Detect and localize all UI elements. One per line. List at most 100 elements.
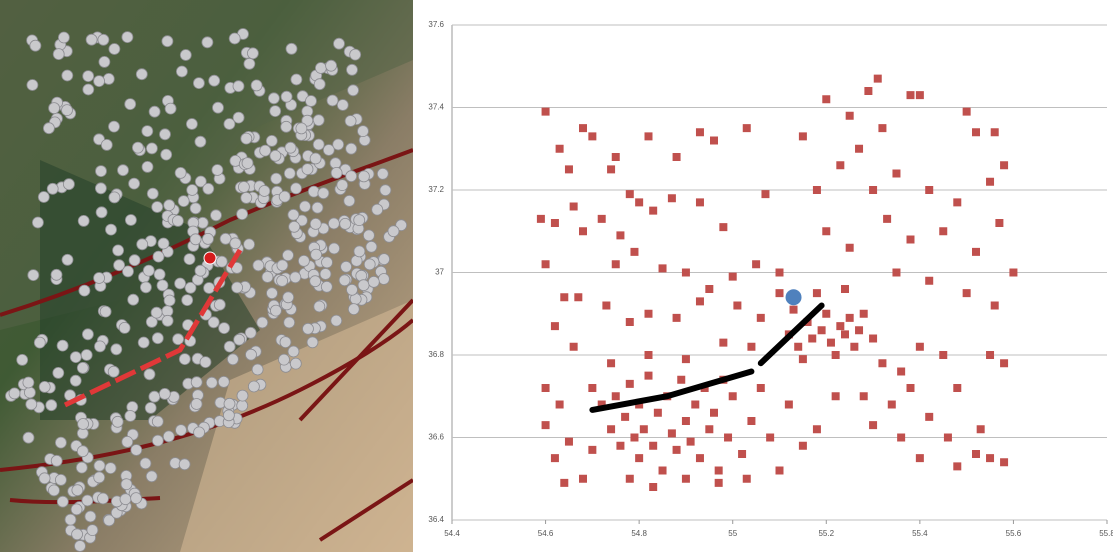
data-point <box>907 384 915 392</box>
quake-dot <box>347 64 358 75</box>
quake-dot <box>57 340 68 351</box>
data-point <box>551 322 559 330</box>
quake-dot <box>313 115 324 126</box>
quake-dot <box>55 474 66 485</box>
data-point <box>570 343 578 351</box>
quake-dot <box>62 254 73 265</box>
x-tick-label: 55.8 <box>1099 529 1113 538</box>
quake-dot <box>270 106 281 117</box>
quake-dot <box>109 192 120 203</box>
data-point <box>841 330 849 338</box>
quake-dot <box>327 95 338 106</box>
quake-dot <box>311 249 322 260</box>
quake-dot <box>162 315 173 326</box>
quake-dot <box>232 282 243 293</box>
data-point <box>579 227 587 235</box>
quake-dot <box>152 416 163 427</box>
data-point <box>869 186 877 194</box>
data-point <box>729 273 737 281</box>
quake-dot <box>95 183 106 194</box>
data-point <box>776 467 784 475</box>
quake-dot <box>112 416 123 427</box>
quake-dot <box>86 34 97 45</box>
quake-dot <box>224 119 235 130</box>
data-point <box>916 91 924 99</box>
quake-dot <box>17 354 28 365</box>
quake-dot <box>94 460 105 471</box>
quake-dot <box>140 282 151 293</box>
quake-dot <box>209 75 220 86</box>
data-point <box>612 392 620 400</box>
quake-dot <box>94 273 105 284</box>
data-point <box>677 376 685 384</box>
quake-dot <box>129 178 140 189</box>
data-point <box>621 413 629 421</box>
data-point <box>986 454 994 462</box>
quake-dot <box>290 358 301 369</box>
quake-dot <box>242 158 253 169</box>
quake-dot <box>247 48 258 59</box>
quake-dot <box>26 399 37 410</box>
quake-dot <box>329 243 340 254</box>
data-point <box>551 454 559 462</box>
quake-dot <box>200 357 211 368</box>
data-point <box>972 450 980 458</box>
quake-dot <box>154 269 165 280</box>
quake-dot <box>331 315 342 326</box>
data-point <box>995 219 1003 227</box>
quake-dot <box>143 265 154 276</box>
x-tick-label: 55.6 <box>1006 529 1022 538</box>
data-point <box>846 112 854 120</box>
data-point <box>832 351 840 359</box>
data-point <box>846 244 854 252</box>
quake-dot <box>28 270 39 281</box>
quake-dot <box>345 116 356 127</box>
data-point <box>719 339 727 347</box>
quake-dot <box>178 196 189 207</box>
quake-dot <box>145 402 156 413</box>
quake-dot <box>131 493 142 504</box>
quake-dot <box>219 323 230 334</box>
quake-dot <box>267 288 278 299</box>
quake-dot <box>346 143 357 154</box>
quake-dot <box>24 387 35 398</box>
quake-dot <box>147 188 158 199</box>
data-point <box>747 417 755 425</box>
data-point <box>673 153 681 161</box>
data-point <box>1000 161 1008 169</box>
data-point <box>645 310 653 318</box>
quake-dot <box>95 341 106 352</box>
data-point <box>836 161 844 169</box>
quake-dot <box>266 135 277 146</box>
y-tick-label: 36.6 <box>428 433 444 442</box>
data-point <box>1000 359 1008 367</box>
y-tick-label: 36.4 <box>428 515 444 524</box>
data-point <box>991 302 999 310</box>
data-point <box>588 132 596 140</box>
data-point <box>542 421 550 429</box>
quake-dot <box>77 446 88 457</box>
data-point <box>630 248 638 256</box>
data-point <box>556 145 564 153</box>
quake-dot <box>46 400 57 411</box>
quake-dot <box>159 388 170 399</box>
data-point <box>654 409 662 417</box>
quake-dot <box>34 337 45 348</box>
quake-dot <box>271 173 282 184</box>
quake-dot <box>39 381 50 392</box>
data-point <box>892 170 900 178</box>
data-point <box>977 425 985 433</box>
data-point <box>673 314 681 322</box>
data-point <box>907 236 915 244</box>
quake-dot <box>72 485 83 496</box>
data-point <box>626 475 634 483</box>
quake-dot <box>180 50 191 61</box>
quake-dot <box>108 366 119 377</box>
quake-dot <box>146 143 157 154</box>
quake-dot <box>227 354 238 365</box>
data-point <box>612 260 620 268</box>
quake-dot <box>53 367 64 378</box>
data-point <box>864 87 872 95</box>
data-point <box>1009 269 1017 277</box>
quake-dot <box>39 473 50 484</box>
